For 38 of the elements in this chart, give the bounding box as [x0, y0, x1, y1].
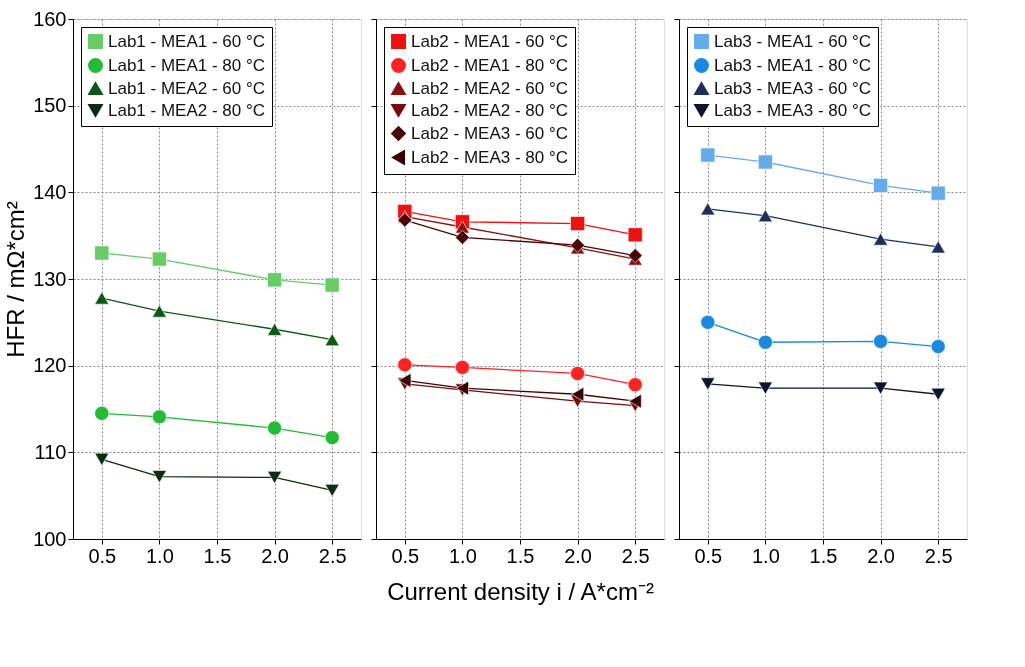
- x-tick-label: 0.5: [391, 544, 420, 567]
- x-tick-label: 1.5: [506, 544, 535, 567]
- legend-label: Lab1 - MEA2 - 80 °C: [108, 100, 266, 120]
- legend-label: Lab2 - MEA1 - 80 °C: [411, 55, 569, 75]
- y-tick-label: 150: [33, 94, 67, 117]
- y-tick-label: 140: [33, 180, 67, 203]
- x-tick-label: 1.5: [809, 544, 838, 567]
- y-tick-label: 110: [34, 440, 67, 463]
- legend-label: Lab3 - MEA1 - 80 °C: [714, 55, 872, 75]
- legend-label: Lab3 - MEA3 - 80 °C: [714, 100, 872, 120]
- x-tick-label: 1.0: [145, 544, 174, 567]
- legend-label: Lab1 - MEA1 - 60 °C: [108, 31, 266, 51]
- y-tick-label: 120: [33, 354, 67, 377]
- y-tick-label: 130: [33, 267, 67, 290]
- legend-label: Lab2 - MEA1 - 60 °C: [411, 31, 569, 51]
- y-tick-label: 100: [33, 527, 67, 550]
- legend-label: Lab3 - MEA1 - 60 °C: [714, 31, 872, 51]
- y-axis-title: HFR / mΩ*cm²: [2, 201, 30, 358]
- x-tick-label: 1.5: [203, 544, 232, 567]
- legend-label: Lab2 - MEA2 - 60 °C: [411, 78, 569, 98]
- x-tick-label: 0.5: [694, 544, 723, 567]
- x-tick-label: 1.0: [448, 544, 477, 567]
- x-tick-label: 2.5: [621, 544, 650, 567]
- legend-label: Lab1 - MEA2 - 60 °C: [108, 78, 266, 98]
- x-axis-title: Current density i / A*cm⁻²: [387, 577, 654, 605]
- x-tick-label: 2.5: [318, 544, 347, 567]
- x-tick-label: 2.5: [924, 544, 953, 567]
- legend-label: Lab2 - MEA3 - 80 °C: [411, 147, 569, 167]
- y-tick-label: 160: [33, 7, 67, 30]
- legend-label: Lab2 - MEA3 - 60 °C: [411, 123, 569, 143]
- x-tick-label: 2.0: [261, 544, 290, 567]
- x-tick-label: 0.5: [88, 544, 117, 567]
- x-tick-label: 2.0: [867, 544, 896, 567]
- legend-label: Lab3 - MEA3 - 60 °C: [714, 78, 872, 98]
- legend-label: Lab1 - MEA1 - 80 °C: [108, 55, 266, 75]
- x-tick-label: 2.0: [564, 544, 593, 567]
- x-tick-label: 1.0: [751, 544, 780, 567]
- legend-label: Lab2 - MEA2 - 80 °C: [411, 100, 569, 120]
